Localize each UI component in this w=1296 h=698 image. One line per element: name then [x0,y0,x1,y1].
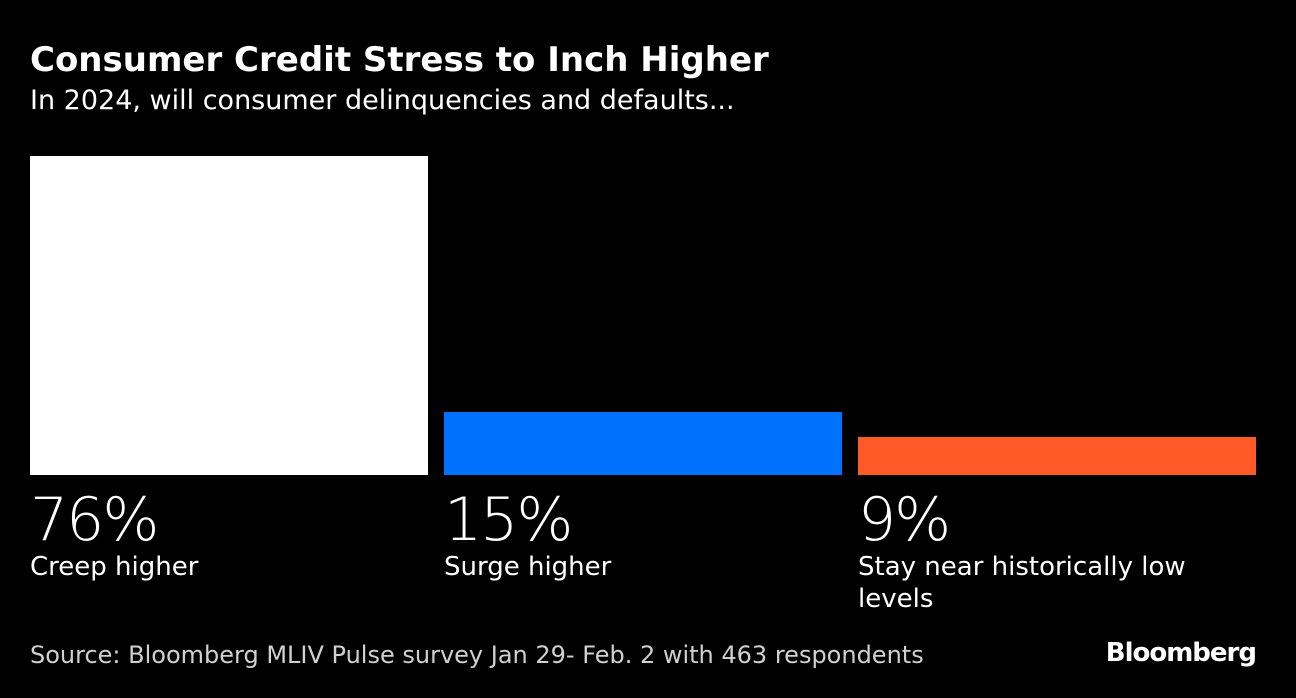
source-note: Source: Bloomberg MLIV Pulse survey Jan … [30,641,924,669]
category-label: Creep higher [30,552,199,582]
bar [444,412,842,475]
value-label: 9% [858,485,951,555]
chart-title: Consumer Credit Stress to Inch Higher [30,40,769,80]
brand-logo: Bloomberg [1105,638,1257,668]
category-label: Surge higher [444,552,612,582]
chart-subtitle: In 2024, will consumer delinquencies and… [30,85,735,116]
value-label: 15% [444,485,573,555]
bar [30,156,428,475]
bar [858,437,1256,475]
value-label: 76% [30,485,159,555]
category-label: Stay near historically low levels [858,552,1186,614]
plot-area: 76% Creep higher 15% Surge higher 9% Stay nea… [30,156,1256,614]
